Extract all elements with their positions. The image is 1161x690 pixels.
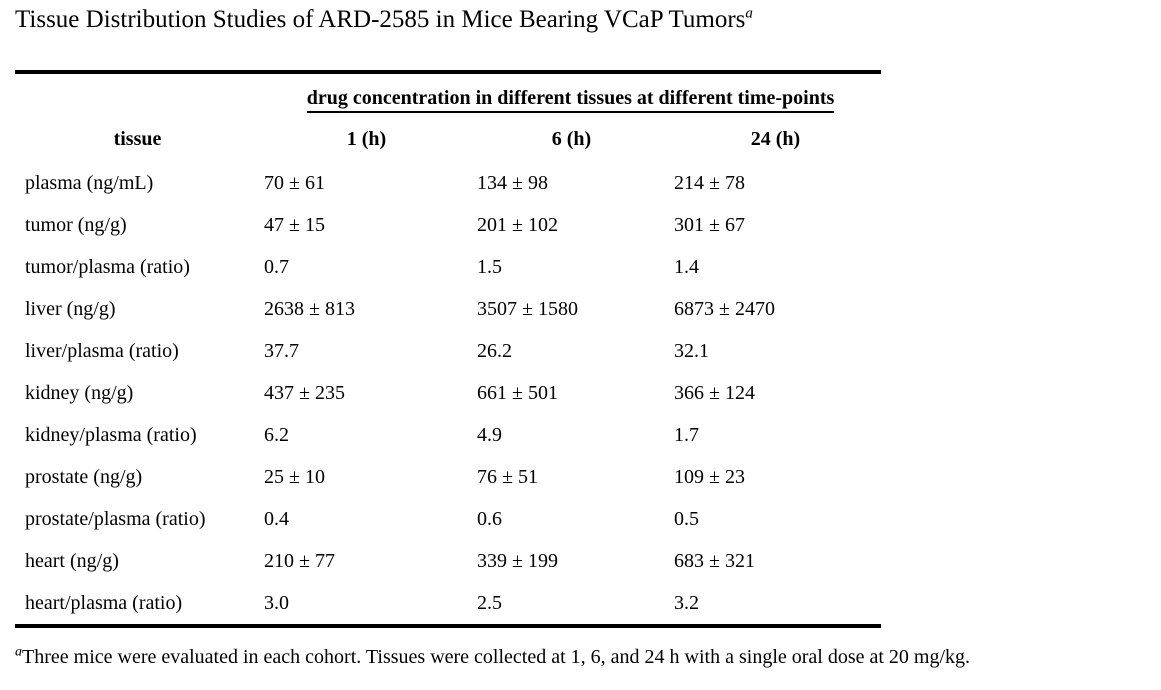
value-cell: 32.1 — [674, 339, 709, 362]
tissue-label-cell: plasma (ng/mL) — [25, 171, 154, 194]
value-cell: 6873 ± 2470 — [674, 297, 775, 320]
value-cell: 201 ± 102 — [477, 213, 558, 236]
value-cell: 134 ± 98 — [477, 171, 548, 194]
table-row: liver/plasma (ratio) 37.7 26.2 32.1 — [15, 330, 881, 372]
footnote: aThree mice were evaluated in each cohor… — [15, 644, 971, 669]
table-body: plasma (ng/mL) 70 ± 61 134 ± 98 214 ± 78 tum… — [15, 162, 881, 624]
tissue-label-cell: liver/plasma (ratio) — [25, 339, 179, 362]
value-cell: 3.2 — [674, 591, 699, 614]
column-header-1h: 1 (h) — [346, 127, 387, 150]
value-cell: 214 ± 78 — [674, 171, 745, 194]
footnote-text: Three mice were evaluated in each cohort… — [22, 646, 971, 668]
value-cell: 3.0 — [264, 591, 289, 614]
value-cell: 2638 ± 813 — [264, 297, 355, 320]
tissue-label-cell: kidney/plasma (ratio) — [25, 423, 197, 446]
column-header-6h: 6 (h) — [551, 127, 592, 150]
value-cell: 661 ± 501 — [477, 381, 558, 404]
value-cell: 1.7 — [674, 423, 699, 446]
value-cell: 0.7 — [264, 255, 289, 278]
value-cell: 3507 ± 1580 — [477, 297, 578, 320]
footnote-marker: a — [15, 644, 22, 660]
value-cell: 26.2 — [477, 339, 512, 362]
table-row: heart (ng/g) 210 ± 77 339 ± 199 683 ± 321 — [15, 540, 881, 582]
value-cell: 6.2 — [264, 423, 289, 446]
table-row: kidney/plasma (ratio) 6.2 4.9 1.7 — [15, 414, 881, 456]
value-cell: 683 ± 321 — [674, 549, 755, 572]
tissue-label-cell: tumor (ng/g) — [25, 213, 127, 236]
spanner-header: drug concentration in different tissues … — [306, 87, 835, 113]
tissue-label-cell: liver (ng/g) — [25, 297, 116, 320]
column-header-24h: 24 (h) — [750, 127, 801, 150]
table-row: tumor/plasma (ratio) 0.7 1.5 1.4 — [15, 246, 881, 288]
value-cell: 0.5 — [674, 507, 699, 530]
title-superscript: a — [745, 5, 753, 22]
value-cell: 2.5 — [477, 591, 502, 614]
value-cell: 366 ± 124 — [674, 381, 755, 404]
value-cell: 37.7 — [264, 339, 299, 362]
value-cell: 437 ± 235 — [264, 381, 345, 404]
table-top-rule — [15, 70, 881, 74]
value-cell: 109 ± 23 — [674, 465, 745, 488]
table-row: heart/plasma (ratio) 3.0 2.5 3.2 — [15, 582, 881, 624]
value-cell: 301 ± 67 — [674, 213, 745, 236]
page-title: Tissue Distribution Studies of ARD-2585 … — [15, 6, 753, 34]
value-cell: 0.4 — [264, 507, 289, 530]
value-cell: 76 ± 51 — [477, 465, 538, 488]
spanner-spacer — [15, 74, 260, 116]
value-cell: 1.4 — [674, 255, 699, 278]
tissue-label-cell: heart/plasma (ratio) — [25, 591, 183, 614]
tissue-label-cell: tumor/plasma (ratio) — [25, 255, 190, 278]
value-cell: 70 ± 61 — [264, 171, 325, 194]
tissue-label-cell: kidney (ng/g) — [25, 381, 134, 404]
tissue-label-cell: prostate/plasma (ratio) — [25, 507, 206, 530]
column-header-row: tissue 1 (h) 6 (h) 24 (h) — [15, 116, 881, 162]
spanner-row: drug concentration in different tissues … — [15, 74, 881, 116]
value-cell: 47 ± 15 — [264, 213, 325, 236]
value-cell: 1.5 — [477, 255, 502, 278]
value-cell: 0.6 — [477, 507, 502, 530]
table-bottom-rule — [15, 624, 881, 628]
table-row: prostate/plasma (ratio) 0.4 0.6 0.5 — [15, 498, 881, 540]
table-row: kidney (ng/g) 437 ± 235 661 ± 501 366 ± 124 — [15, 372, 881, 414]
page-title-text: Tissue Distribution Studies of ARD-2585 … — [15, 6, 746, 33]
value-cell: 25 ± 10 — [264, 465, 325, 488]
tissue-distribution-table: drug concentration in different tissues … — [15, 70, 881, 628]
table-row: liver (ng/g) 2638 ± 813 3507 ± 1580 6873 ± … — [15, 288, 881, 330]
tissue-label-cell: heart (ng/g) — [25, 549, 119, 572]
table-row: tumor (ng/g) 47 ± 15 201 ± 102 301 ± 67 — [15, 204, 881, 246]
table-row: plasma (ng/mL) 70 ± 61 134 ± 98 214 ± 78 — [15, 162, 881, 204]
column-header-tissue: tissue — [113, 127, 162, 150]
value-cell: 339 ± 199 — [477, 549, 558, 572]
table-row: prostate (ng/g) 25 ± 10 76 ± 51 109 ± 23 — [15, 456, 881, 498]
value-cell: 210 ± 77 — [264, 549, 335, 572]
tissue-label-cell: prostate (ng/g) — [25, 465, 143, 488]
value-cell: 4.9 — [477, 423, 502, 446]
